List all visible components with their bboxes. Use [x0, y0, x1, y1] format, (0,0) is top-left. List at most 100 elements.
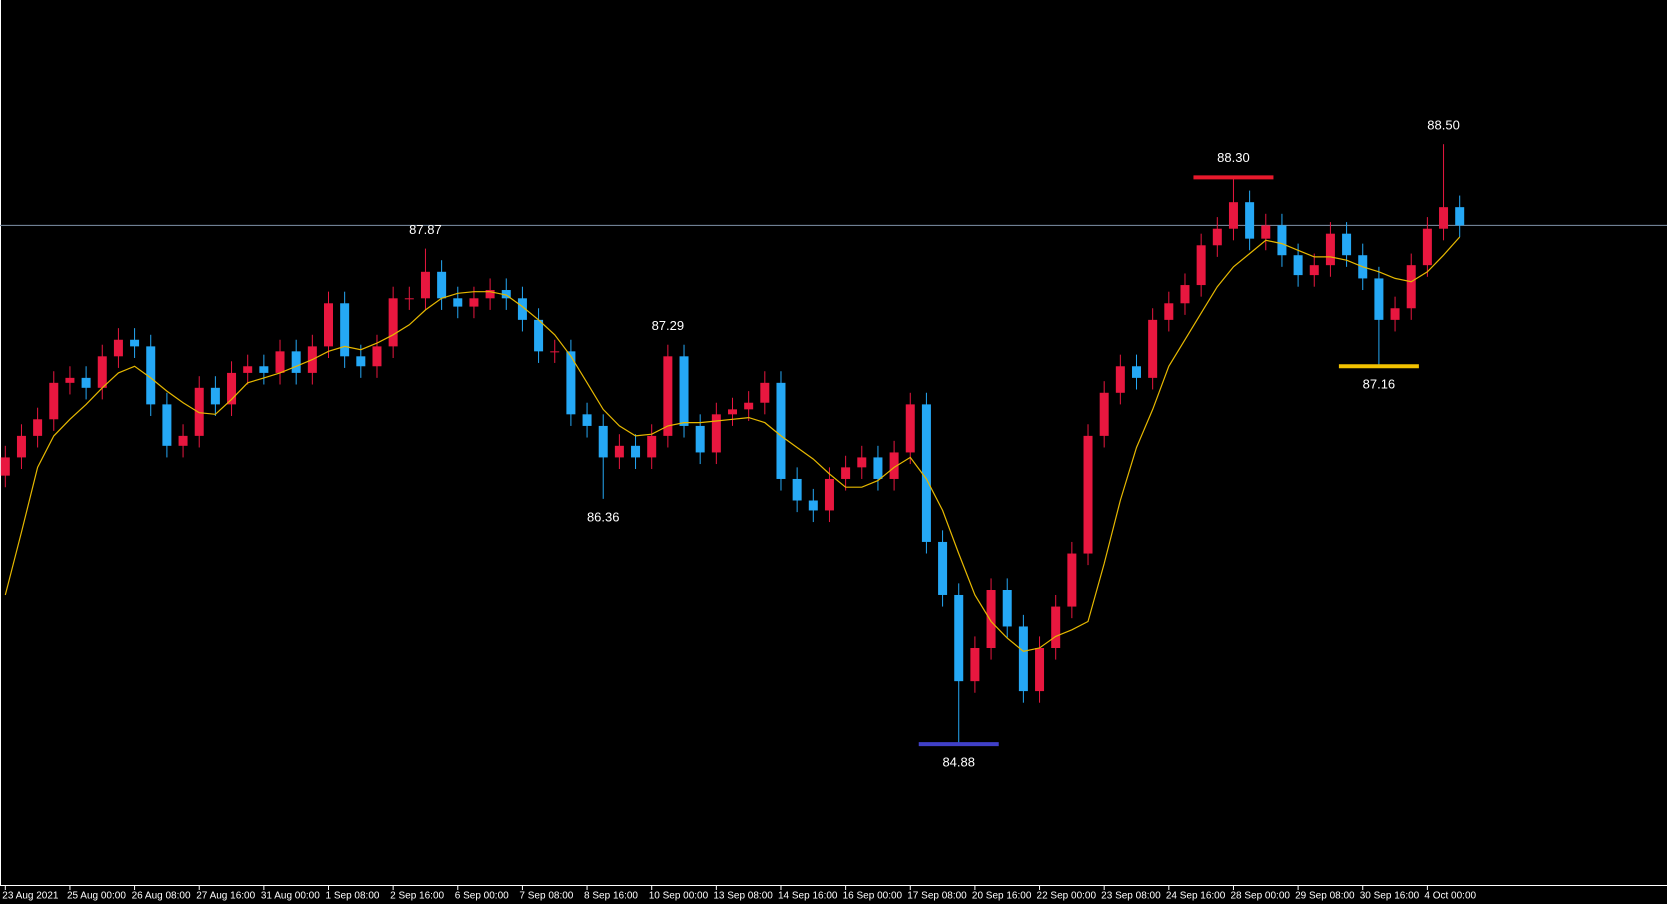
- x-tick-label: 6 Sep 00:00: [455, 891, 509, 902]
- candle-body: [1439, 207, 1449, 229]
- candle-body: [808, 500, 818, 511]
- candle-body: [679, 356, 689, 426]
- annotation-label: 87.29: [652, 318, 685, 333]
- x-tick-label: 4 Oct 00:00: [1424, 891, 1476, 902]
- candle-body: [97, 356, 107, 388]
- moving-average: [4, 236, 1461, 652]
- candle-body: [873, 457, 883, 479]
- x-tick-label: 29 Sep 08:00: [1295, 891, 1355, 902]
- candle-body: [194, 387, 204, 436]
- x-tick-label: 23 Sep 08:00: [1101, 891, 1161, 902]
- candle-body: [841, 467, 851, 479]
- candle-body: [65, 377, 75, 383]
- candle-body: [33, 419, 43, 436]
- candle-body: [954, 594, 964, 682]
- annotation-label: 86.36: [587, 509, 620, 524]
- x-tick-label: 23 Aug 2021: [2, 891, 59, 902]
- x-tick-label: 7 Sep 08:00: [519, 891, 573, 902]
- candle-body: [534, 319, 544, 352]
- candle-body: [437, 271, 447, 299]
- candle-body: [776, 382, 786, 479]
- candle-body: [1035, 648, 1045, 692]
- candle-body: [259, 366, 269, 373]
- annotation-label: 88.30: [1217, 150, 1250, 165]
- candle-body: [1245, 202, 1255, 239]
- x-tick-label: 31 Aug 00:00: [261, 891, 320, 902]
- x-tick-label: 30 Sep 16:00: [1360, 891, 1420, 902]
- candle-body: [1261, 225, 1271, 239]
- candle-body: [356, 356, 366, 367]
- candle-body: [695, 425, 705, 453]
- candle-body: [162, 404, 172, 446]
- candle-body: [792, 478, 802, 501]
- x-tick-label: 26 Aug 08:00: [132, 891, 191, 902]
- candle-body: [711, 414, 721, 453]
- x-tick-label: 14 Sep 16:00: [778, 891, 838, 902]
- candle-body: [1277, 225, 1287, 256]
- candle-body: [1293, 255, 1303, 276]
- candle-body: [550, 351, 560, 353]
- candle-body: [921, 404, 931, 542]
- candle-body: [0, 457, 10, 476]
- candle-body: [1455, 207, 1465, 226]
- candle-body: [388, 298, 398, 347]
- candle-body: [938, 541, 948, 595]
- x-tick-label: 20 Sep 16:00: [972, 891, 1032, 902]
- x-tick-label: 13 Sep 08:00: [713, 891, 773, 902]
- candle-body: [113, 339, 123, 357]
- x-tick-label: 10 Sep 00:00: [649, 891, 709, 902]
- candle-body: [1115, 366, 1125, 393]
- candle-body: [16, 435, 26, 458]
- annotation-label: 87.16: [1363, 377, 1396, 392]
- candle-body: [1342, 233, 1352, 256]
- annotation-label: 84.88: [942, 755, 975, 770]
- candle-body: [1067, 553, 1077, 607]
- candle-body: [1212, 228, 1222, 246]
- candle-body: [744, 402, 754, 410]
- candle-body: [291, 351, 301, 373]
- candle-body: [1099, 392, 1109, 436]
- candle-body: [728, 409, 737, 415]
- candle-body: [210, 387, 220, 405]
- candle-body: [227, 372, 237, 405]
- candle-body: [81, 377, 91, 388]
- candle-body: [986, 590, 996, 649]
- candle-body: [1051, 606, 1061, 649]
- candle-body: [598, 425, 608, 458]
- x-tick-label: 16 Sep 00:00: [843, 891, 903, 902]
- candle-body: [1422, 228, 1432, 266]
- candle-body: [485, 290, 495, 299]
- candle-body: [372, 346, 382, 367]
- candle-body: [824, 478, 834, 511]
- x-tick-label: 1 Sep 08:00: [326, 891, 380, 902]
- candle-body: [517, 298, 527, 320]
- candle-body: [1148, 319, 1158, 378]
- candle-body: [1164, 303, 1174, 320]
- annotation-label: 88.50: [1427, 118, 1460, 133]
- candle-body: [178, 435, 188, 446]
- candle-body: [582, 414, 592, 426]
- candle-body: [1228, 202, 1238, 229]
- candle-body: [1325, 233, 1335, 266]
- candle-body: [1196, 245, 1206, 286]
- candle-body: [469, 298, 479, 307]
- x-tick-label: 2 Sep 16:00: [390, 891, 444, 902]
- candle-body: [501, 290, 511, 299]
- candle-body: [663, 356, 673, 436]
- candle-body: [889, 452, 899, 479]
- candle-body: [1390, 308, 1400, 320]
- candle-body: [275, 351, 285, 373]
- candle-body: [905, 404, 915, 453]
- x-tick-label: 24 Sep 16:00: [1166, 891, 1226, 902]
- candle-body: [1374, 278, 1384, 320]
- candle-body: [760, 382, 770, 403]
- annotation-label: 87.87: [409, 222, 442, 237]
- candle-body: [243, 366, 253, 373]
- candle-body: [1309, 265, 1319, 276]
- candle-body: [324, 303, 333, 347]
- candle-body: [146, 346, 156, 405]
- x-tick-label: 22 Sep 00:00: [1037, 891, 1097, 902]
- candle-body: [453, 298, 463, 307]
